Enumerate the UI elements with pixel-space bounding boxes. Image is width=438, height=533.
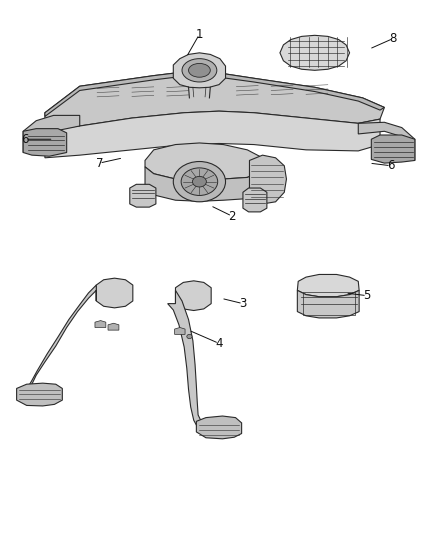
Polygon shape (45, 71, 385, 130)
Polygon shape (196, 416, 242, 439)
Polygon shape (95, 320, 106, 327)
Text: 7: 7 (95, 157, 103, 169)
Polygon shape (45, 111, 380, 158)
Ellipse shape (181, 168, 218, 196)
Polygon shape (297, 274, 359, 297)
Polygon shape (45, 71, 385, 116)
Polygon shape (108, 323, 119, 330)
Polygon shape (17, 383, 62, 406)
Text: 6: 6 (387, 159, 395, 172)
Polygon shape (145, 167, 262, 201)
Text: 6: 6 (21, 133, 29, 146)
Ellipse shape (173, 161, 226, 202)
Text: 2: 2 (228, 209, 236, 223)
Polygon shape (280, 35, 350, 70)
Ellipse shape (182, 59, 217, 82)
Polygon shape (243, 188, 267, 212)
Text: 5: 5 (363, 289, 371, 302)
Polygon shape (23, 128, 67, 156)
Polygon shape (371, 135, 415, 163)
Polygon shape (358, 122, 415, 160)
Ellipse shape (187, 334, 192, 338)
Text: 4: 4 (215, 337, 223, 350)
Polygon shape (130, 184, 156, 207)
Text: 1: 1 (196, 28, 203, 41)
Polygon shape (173, 53, 226, 88)
Polygon shape (297, 290, 359, 318)
Polygon shape (250, 155, 286, 204)
Text: 3: 3 (239, 297, 247, 310)
Text: 8: 8 (389, 32, 397, 45)
Polygon shape (145, 143, 262, 180)
Polygon shape (27, 285, 96, 397)
Ellipse shape (188, 63, 210, 77)
Polygon shape (23, 115, 80, 152)
Polygon shape (96, 278, 133, 308)
Polygon shape (176, 281, 211, 311)
Ellipse shape (192, 176, 206, 187)
Polygon shape (168, 290, 230, 429)
Polygon shape (175, 327, 185, 334)
